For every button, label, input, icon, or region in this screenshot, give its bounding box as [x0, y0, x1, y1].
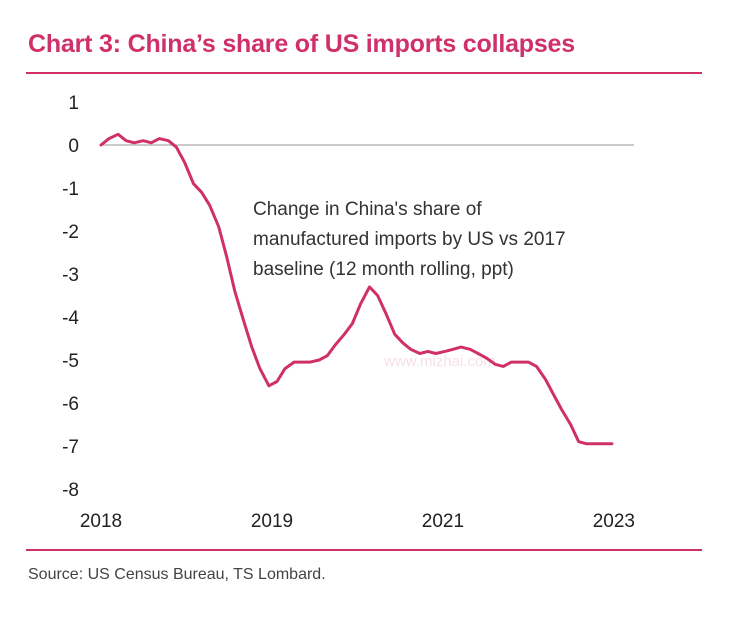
- x-tick-label: 2023: [593, 511, 635, 532]
- y-tick-label: -6: [62, 394, 79, 415]
- chart-title: Chart 3: China’s share of US imports col…: [28, 30, 575, 58]
- annotation-line: manufactured imports by US vs 2017: [253, 229, 566, 250]
- y-tick-label: -4: [62, 308, 79, 329]
- annotation: Change in China's share of manufactured i…: [253, 199, 566, 280]
- y-tick-label: -5: [62, 351, 79, 372]
- watermark-text: www.mizhai.com: [383, 353, 496, 370]
- y-tick-label: -3: [62, 265, 79, 286]
- annotation-line: baseline (12 month rolling, ppt): [253, 259, 514, 280]
- y-tick-label: -8: [62, 480, 79, 501]
- watermark: www.mizhai.com: [383, 353, 496, 370]
- footer-rule: [26, 549, 702, 551]
- x-tick-label: 2021: [422, 511, 464, 532]
- y-tick-label: 0: [68, 136, 79, 157]
- x-tick-label: 2018: [80, 511, 122, 532]
- x-tick-label: 2019: [251, 511, 293, 532]
- y-tick-label: -1: [62, 179, 79, 200]
- series-line: [99, 132, 614, 446]
- annotation-line: Change in China's share of: [253, 199, 482, 220]
- source-note: Source: US Census Bureau, TS Lombard.: [28, 566, 326, 583]
- y-tick-label: -2: [62, 222, 79, 243]
- y-tick-label: 1: [68, 93, 79, 114]
- y-tick-label: -7: [62, 437, 79, 458]
- x-axis-ticks: 2018 2019 2021 2023: [80, 511, 635, 532]
- title-rule: [26, 72, 702, 74]
- y-axis-ticks: 1 0 -1 -2 -3 -4 -5 -6 -7 -8: [62, 93, 79, 501]
